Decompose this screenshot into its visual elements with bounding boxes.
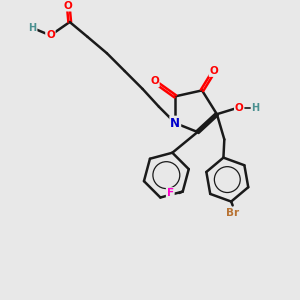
Text: O: O bbox=[64, 1, 73, 11]
Text: O: O bbox=[150, 76, 159, 86]
Text: N: N bbox=[170, 117, 180, 130]
Text: H: H bbox=[251, 103, 260, 113]
Text: F: F bbox=[167, 188, 174, 198]
Text: O: O bbox=[46, 30, 55, 40]
Text: O: O bbox=[209, 66, 218, 76]
Text: Br: Br bbox=[226, 208, 239, 218]
Text: O: O bbox=[235, 103, 244, 113]
Text: H: H bbox=[28, 23, 37, 33]
